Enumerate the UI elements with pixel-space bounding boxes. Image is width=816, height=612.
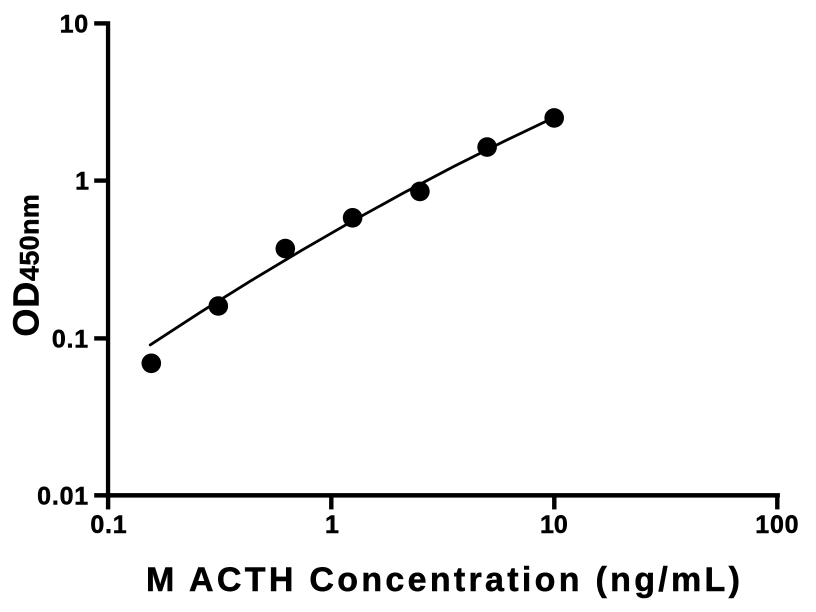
svg-text:1: 1	[325, 511, 339, 539]
svg-text:0.1: 0.1	[90, 511, 127, 539]
svg-text:0.1: 0.1	[52, 326, 89, 354]
svg-text:OD450nm: OD450nm	[5, 194, 46, 337]
svg-text:M ACTH Concentration (ng/mL): M ACTH Concentration (ng/mL)	[146, 561, 743, 599]
svg-text:0.01: 0.01	[37, 482, 89, 510]
svg-text:10: 10	[60, 11, 89, 39]
svg-text:1: 1	[75, 168, 89, 196]
svg-text:10: 10	[540, 511, 568, 539]
svg-text:100: 100	[755, 511, 799, 539]
